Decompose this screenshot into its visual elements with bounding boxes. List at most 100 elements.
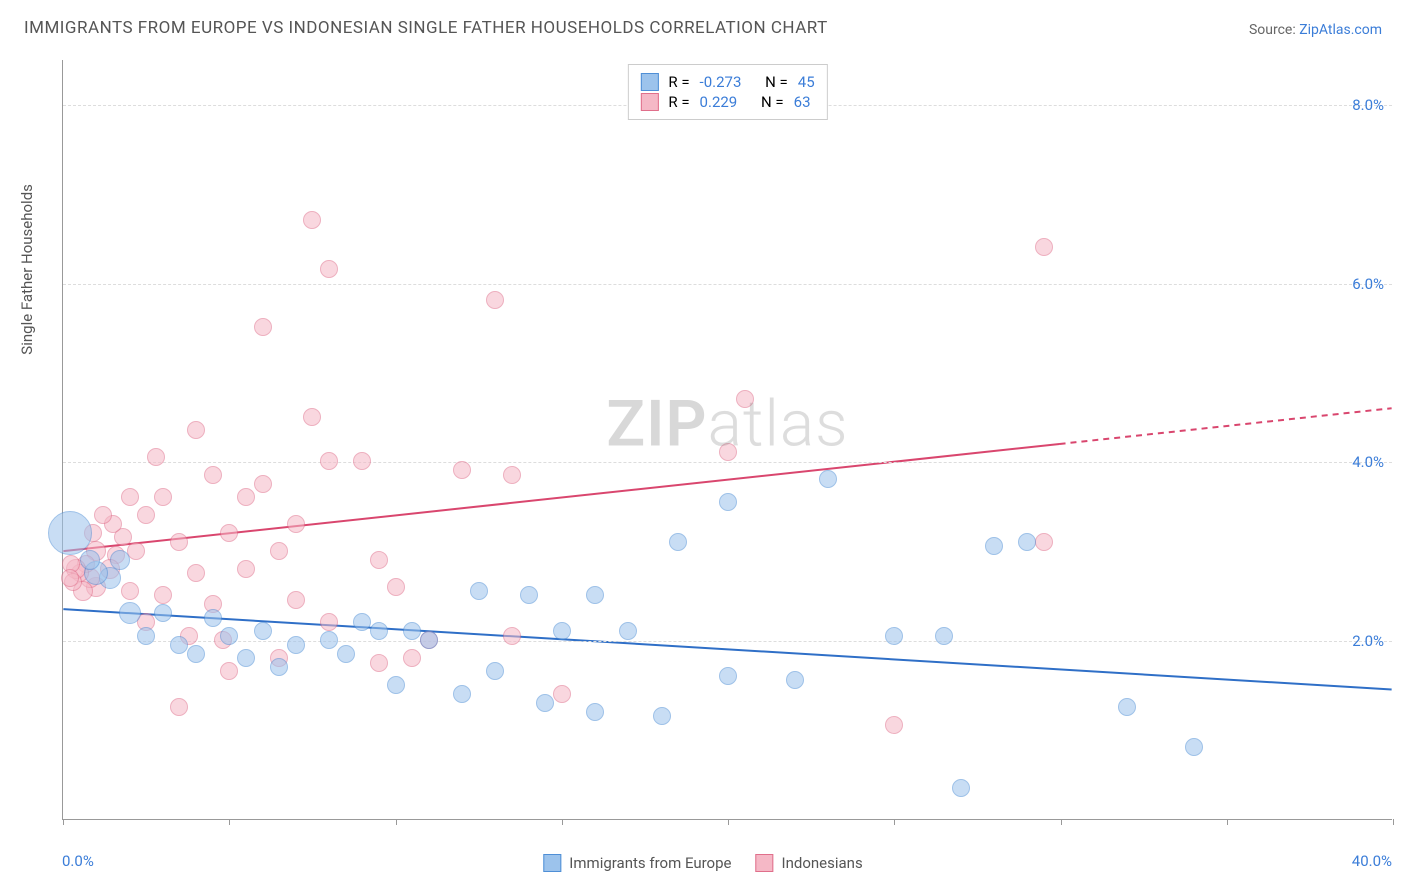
legend-n-label: N = bbox=[761, 93, 784, 111]
scatter-point bbox=[353, 452, 371, 470]
scatter-point bbox=[187, 645, 205, 663]
scatter-point bbox=[1018, 533, 1036, 551]
legend-item-1: Indonesians bbox=[755, 854, 862, 872]
scatter-point bbox=[187, 564, 205, 582]
scatter-point bbox=[303, 408, 321, 426]
scatter-point bbox=[220, 524, 238, 542]
scatter-point bbox=[935, 627, 953, 645]
scatter-point bbox=[586, 586, 604, 604]
scatter-point bbox=[254, 622, 272, 640]
scatter-point bbox=[154, 488, 172, 506]
legend-swatch-blue bbox=[543, 854, 561, 872]
scatter-point bbox=[121, 582, 139, 600]
scatter-point bbox=[1118, 698, 1136, 716]
scatter-point bbox=[952, 779, 970, 797]
scatter-point bbox=[553, 685, 571, 703]
scatter-point bbox=[170, 636, 188, 654]
scatter-point bbox=[353, 613, 371, 631]
scatter-point bbox=[287, 515, 305, 533]
x-tick bbox=[63, 819, 64, 825]
legend-n-label: N = bbox=[765, 73, 788, 91]
scatter-point bbox=[337, 645, 355, 663]
y-axis-title: Single Father Households bbox=[18, 184, 36, 355]
legend-swatch-blue bbox=[640, 73, 658, 91]
scatter-point bbox=[885, 627, 903, 645]
scatter-point bbox=[985, 537, 1003, 555]
scatter-point bbox=[127, 542, 145, 560]
scatter-point bbox=[387, 578, 405, 596]
scatter-point bbox=[170, 698, 188, 716]
source-attribution: Source: ZipAtlas.com bbox=[1249, 22, 1382, 38]
scatter-point bbox=[1185, 738, 1203, 756]
scatter-point bbox=[453, 461, 471, 479]
x-tick bbox=[728, 819, 729, 825]
scatter-point bbox=[1035, 533, 1053, 551]
scatter-point bbox=[653, 707, 671, 725]
x-tick bbox=[396, 819, 397, 825]
scatter-point bbox=[536, 694, 554, 712]
source-link[interactable]: ZipAtlas.com bbox=[1299, 22, 1382, 38]
legend-r-value-1: 0.229 bbox=[700, 93, 738, 111]
scatter-point bbox=[254, 318, 272, 336]
scatter-point bbox=[137, 506, 155, 524]
x-axis-min-label: 0.0% bbox=[62, 852, 94, 870]
legend-row-series-0: R = -0.273 N = 45 bbox=[640, 73, 814, 91]
scatter-point bbox=[486, 662, 504, 680]
scatter-point bbox=[170, 533, 188, 551]
scatter-point bbox=[719, 493, 737, 511]
scatter-point bbox=[453, 685, 471, 703]
legend-n-value-1: 63 bbox=[794, 93, 811, 111]
scatter-point bbox=[204, 609, 222, 627]
scatter-point bbox=[1035, 238, 1053, 256]
legend-row-series-1: R = 0.229 N = 63 bbox=[640, 93, 814, 111]
scatter-point bbox=[719, 667, 737, 685]
scatter-point bbox=[270, 542, 288, 560]
y-tick-label: 6.0% bbox=[1352, 275, 1384, 293]
scatter-point bbox=[320, 631, 338, 649]
scatter-point bbox=[520, 586, 538, 604]
scatter-point bbox=[786, 671, 804, 689]
plot-area: ZIPatlas R = -0.273 N = 45 R = 0.229 N =… bbox=[62, 60, 1392, 820]
scatter-point bbox=[119, 602, 141, 624]
scatter-point bbox=[420, 631, 438, 649]
trend-lines-svg bbox=[63, 60, 1392, 819]
scatter-point bbox=[61, 569, 79, 587]
source-label: Source: bbox=[1249, 22, 1296, 38]
watermark-zip: ZIP bbox=[606, 387, 707, 462]
y-tick-label: 2.0% bbox=[1352, 632, 1384, 650]
scatter-point bbox=[94, 506, 112, 524]
scatter-point bbox=[80, 550, 100, 570]
scatter-point bbox=[287, 591, 305, 609]
scatter-point bbox=[187, 421, 205, 439]
legend-swatch-pink bbox=[755, 854, 773, 872]
scatter-point bbox=[403, 622, 421, 640]
legend-r-label: R = bbox=[668, 73, 689, 91]
grid-line bbox=[63, 462, 1392, 463]
scatter-point bbox=[287, 636, 305, 654]
scatter-point bbox=[470, 582, 488, 600]
scatter-point bbox=[669, 533, 687, 551]
scatter-point bbox=[719, 443, 737, 461]
scatter-point bbox=[553, 622, 571, 640]
scatter-point bbox=[147, 448, 165, 466]
x-tick bbox=[1061, 819, 1062, 825]
scatter-point bbox=[736, 390, 754, 408]
legend-n-value-0: 45 bbox=[798, 73, 815, 91]
scatter-point bbox=[48, 511, 92, 555]
grid-line bbox=[63, 641, 1392, 642]
scatter-point bbox=[254, 475, 272, 493]
scatter-point bbox=[320, 260, 338, 278]
scatter-point bbox=[220, 627, 238, 645]
legend-r-label: R = bbox=[668, 93, 689, 111]
legend-r-value-0: -0.273 bbox=[700, 73, 742, 91]
legend-label-1: Indonesians bbox=[781, 854, 862, 872]
scatter-point bbox=[237, 560, 255, 578]
scatter-point bbox=[370, 622, 388, 640]
scatter-point bbox=[220, 662, 238, 680]
scatter-point bbox=[320, 613, 338, 631]
scatter-point bbox=[303, 211, 321, 229]
scatter-point bbox=[154, 586, 172, 604]
scatter-point bbox=[237, 488, 255, 506]
x-tick bbox=[894, 819, 895, 825]
scatter-point bbox=[885, 716, 903, 734]
